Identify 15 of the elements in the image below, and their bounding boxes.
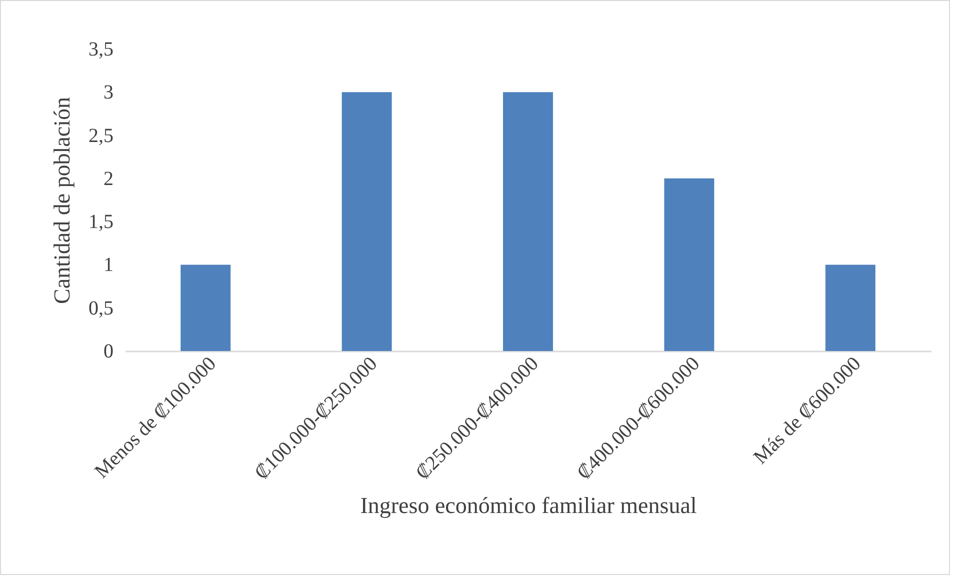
y-tick-label: 2,5 [88,124,114,147]
y-tick-label: 3,5 [88,38,114,60]
bar [503,92,553,351]
x-axis-title: Ingreso económico familiar mensual [360,493,697,518]
y-tick-label: 1,5 [88,211,114,234]
y-tick-label: 0 [104,340,114,362]
bar [180,264,231,351]
bar [664,178,714,351]
y-tick-label: 3 [104,82,114,104]
bar [342,92,392,351]
y-tick-label: 1 [104,254,114,276]
y-axis-title: Cantidad de población [50,96,74,304]
y-tick-label: 0,5 [88,297,114,320]
bar [825,264,876,351]
y-tick-label: 2 [104,168,114,190]
